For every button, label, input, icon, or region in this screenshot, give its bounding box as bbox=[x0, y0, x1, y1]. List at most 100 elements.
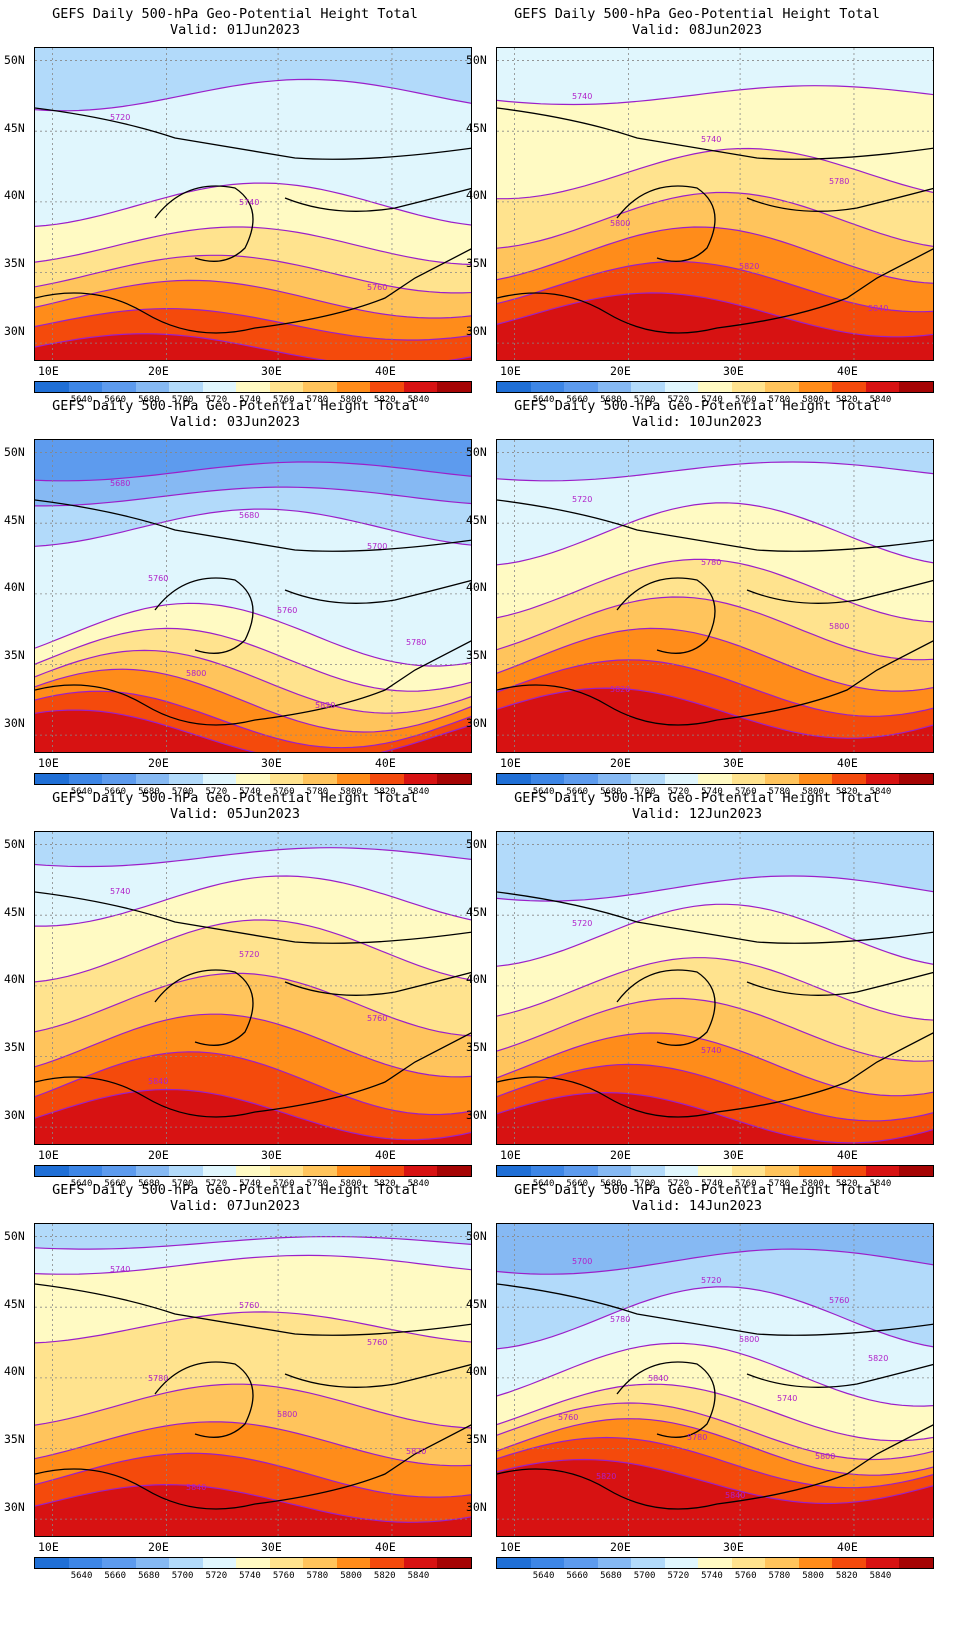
colorbar-swatch bbox=[370, 1166, 404, 1176]
colorbar-swatch bbox=[135, 774, 170, 784]
colorbar-label: 5760 bbox=[734, 787, 757, 797]
height-contour bbox=[35, 1383, 471, 1429]
colorbar-swatch bbox=[698, 1166, 732, 1176]
height-field-svg: 5680 5680 5700 5760 5760 5780 5800 5820 bbox=[35, 440, 471, 752]
colorbar-swatch bbox=[370, 1558, 404, 1568]
map-panel: GEFS Daily 500-hPa Geo-Potential Height … bbox=[462, 392, 934, 797]
colorbar-swatch bbox=[336, 774, 371, 784]
colorbar bbox=[496, 1165, 934, 1177]
colorbar-swatch bbox=[370, 774, 404, 784]
colorbar-label: 5640 bbox=[70, 395, 93, 405]
colorbar-swatch bbox=[731, 774, 766, 784]
colorbar-swatch bbox=[236, 1558, 270, 1568]
contour-label: 5780 bbox=[148, 1374, 168, 1383]
colorbar-swatch bbox=[798, 774, 833, 784]
longitude-label: 40E bbox=[375, 1540, 396, 1554]
colorbar-label: 5780 bbox=[768, 1571, 791, 1581]
latitude-label: 45N bbox=[466, 121, 487, 135]
longitude-label: 10E bbox=[38, 1148, 59, 1162]
contour-label: 5820 bbox=[868, 1354, 888, 1363]
colorbar-label: 5840 bbox=[407, 1571, 430, 1581]
colorbar-swatch bbox=[798, 1166, 833, 1176]
colorbar-label: 5780 bbox=[306, 1179, 329, 1189]
contour-label: 5780 bbox=[829, 177, 849, 186]
colorbar-swatch bbox=[530, 774, 565, 784]
colorbar-swatch bbox=[631, 1166, 665, 1176]
colorbar-swatch bbox=[68, 1558, 103, 1568]
latitude-label: 45N bbox=[4, 513, 25, 527]
colorbar-label: 5820 bbox=[373, 395, 396, 405]
coastline bbox=[35, 107, 471, 334]
contour-label: 5760 bbox=[367, 1014, 387, 1023]
colorbar-swatch bbox=[664, 1558, 699, 1568]
colorbar-swatch bbox=[631, 774, 665, 784]
latitude-label: 50N bbox=[466, 837, 487, 851]
latitude-label: 30N bbox=[466, 1108, 487, 1122]
height-contour bbox=[35, 333, 471, 360]
latitude-label: 45N bbox=[4, 1297, 25, 1311]
contour-label: 5760 bbox=[148, 574, 168, 583]
latitude-label: 35N bbox=[466, 648, 487, 662]
contour-label: 5840 bbox=[868, 304, 888, 313]
colorbar-label: 5820 bbox=[373, 1179, 396, 1189]
colorbar-label: 5640 bbox=[70, 787, 93, 797]
colorbar-swatch bbox=[865, 382, 900, 392]
height-field-map: 5740 5760 5760 5780 5800 5820 5840 bbox=[34, 1223, 472, 1537]
panel-valid-date: Valid: 05Jun2023 bbox=[169, 806, 301, 822]
colorbar-label: 5740 bbox=[701, 395, 723, 405]
colorbar-label: 5800 bbox=[340, 1571, 362, 1581]
colorbar-label: 5640 bbox=[70, 1571, 93, 1581]
colorbar-label: 5660 bbox=[104, 1179, 127, 1189]
contour-label: 5800 bbox=[186, 669, 206, 678]
colorbar-label: 5680 bbox=[138, 1179, 160, 1189]
colorbar-label: 5640 bbox=[532, 395, 555, 405]
panel-title: GEFS Daily 500-hPa Geo-Potential Height … bbox=[52, 790, 418, 806]
height-contour bbox=[35, 1051, 471, 1116]
colorbar-label: 5680 bbox=[600, 1571, 622, 1581]
panel-valid-date: Valid: 07Jun2023 bbox=[169, 1198, 301, 1214]
colorbar-label: 5680 bbox=[138, 1571, 160, 1581]
colorbar-swatch bbox=[899, 774, 933, 784]
longitude-label: 40E bbox=[837, 1540, 858, 1554]
height-contour bbox=[35, 649, 471, 714]
height-band bbox=[497, 1459, 933, 1536]
colorbar bbox=[496, 1557, 934, 1569]
height-contour bbox=[497, 85, 933, 106]
contour-label: 5760 bbox=[277, 606, 297, 615]
colorbar-label: 5840 bbox=[869, 1179, 892, 1189]
colorbar-swatch bbox=[865, 774, 900, 784]
colorbar-swatch bbox=[437, 382, 471, 392]
colorbar-label: 5820 bbox=[835, 395, 858, 405]
height-contour bbox=[497, 1418, 933, 1476]
colorbar-swatch bbox=[102, 1166, 136, 1176]
colorbar-label: 5800 bbox=[802, 395, 824, 405]
latitude-label: 50N bbox=[466, 1229, 487, 1243]
panel-title: GEFS Daily 500-hPa Geo-Potential Height … bbox=[514, 398, 880, 414]
latitude-label: 50N bbox=[4, 445, 25, 459]
panel-valid-date: Valid: 08Jun2023 bbox=[631, 22, 763, 38]
colorbar-label: 5720 bbox=[205, 787, 228, 797]
height-contour bbox=[497, 659, 933, 717]
colorbar-label: 5700 bbox=[171, 1179, 194, 1189]
colorbar-swatch bbox=[765, 1558, 799, 1568]
colorbar-swatch bbox=[798, 1558, 833, 1568]
contour-label: 5720 bbox=[239, 950, 259, 959]
longitude-label: 30E bbox=[723, 1540, 744, 1554]
colorbar-swatch bbox=[202, 1166, 237, 1176]
colorbar-swatch bbox=[336, 1558, 371, 1568]
height-contour bbox=[35, 1013, 471, 1078]
latitude-label: 35N bbox=[4, 1432, 25, 1446]
coastline bbox=[35, 891, 471, 1118]
colorbar-label: 5660 bbox=[104, 395, 127, 405]
height-band bbox=[497, 292, 933, 360]
colorbar-swatch bbox=[303, 382, 337, 392]
longitude-label: 30E bbox=[261, 1540, 282, 1554]
colorbar-swatch bbox=[269, 1558, 304, 1568]
height-contour bbox=[35, 1452, 471, 1498]
colorbar-label: 5680 bbox=[138, 787, 160, 797]
height-contour bbox=[497, 261, 933, 313]
colorbar-label: 5820 bbox=[373, 1571, 396, 1581]
colorbar-label: 5700 bbox=[171, 395, 194, 405]
colorbar-swatch bbox=[68, 382, 103, 392]
colorbar-label: 5820 bbox=[373, 787, 396, 797]
